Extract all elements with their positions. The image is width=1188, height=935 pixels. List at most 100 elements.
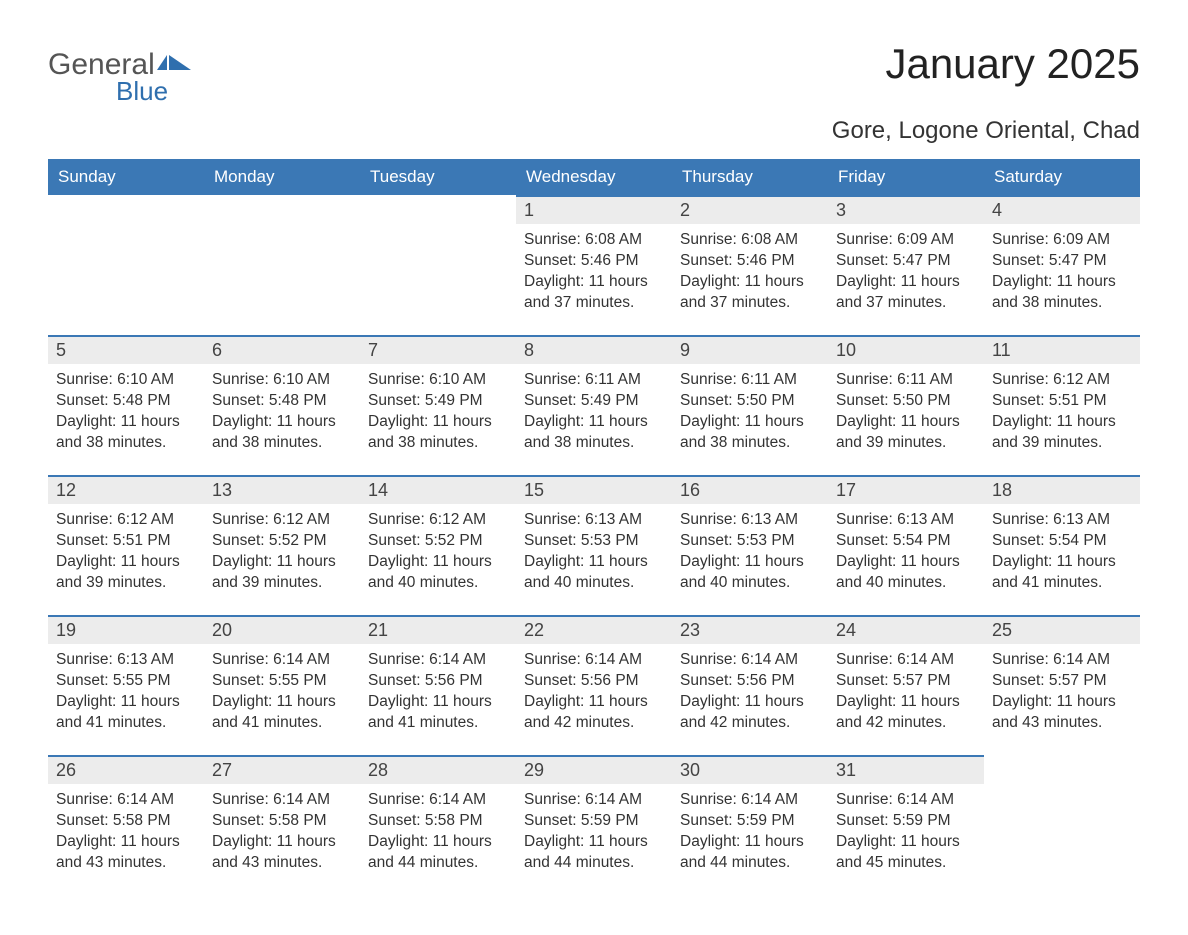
calendar-day-cell: 11Sunrise: 6:12 AMSunset: 5:51 PMDayligh… — [984, 335, 1140, 475]
daylight-text: Daylight: 11 hours and 38 minutes. — [680, 412, 820, 454]
daylight-text: Daylight: 11 hours and 43 minutes. — [212, 832, 352, 874]
sunset-text: Sunset: 5:46 PM — [524, 251, 664, 272]
day-number: 31 — [828, 757, 984, 784]
calendar-day-cell: 4Sunrise: 6:09 AMSunset: 5:47 PMDaylight… — [984, 195, 1140, 335]
header: General Blue January 2025 — [48, 40, 1140, 107]
daylight-text: Daylight: 11 hours and 41 minutes. — [212, 692, 352, 734]
calendar-day-cell: 24Sunrise: 6:14 AMSunset: 5:57 PMDayligh… — [828, 615, 984, 755]
calendar-week-row: 5Sunrise: 6:10 AMSunset: 5:48 PMDaylight… — [48, 335, 1140, 475]
sunrise-text: Sunrise: 6:09 AM — [992, 230, 1132, 251]
day-number: 5 — [48, 337, 204, 364]
calendar-week-row: 19Sunrise: 6:13 AMSunset: 5:55 PMDayligh… — [48, 615, 1140, 755]
sunrise-text: Sunrise: 6:14 AM — [836, 790, 976, 811]
calendar-day-cell: 3Sunrise: 6:09 AMSunset: 5:47 PMDaylight… — [828, 195, 984, 335]
calendar-day-cell — [360, 195, 516, 335]
day-number: 25 — [984, 617, 1140, 644]
logo-word2: Blue — [116, 76, 191, 107]
weekday-header: Tuesday — [360, 159, 516, 195]
sunrise-text: Sunrise: 6:10 AM — [368, 370, 508, 391]
daylight-text: Daylight: 11 hours and 44 minutes. — [368, 832, 508, 874]
calendar-day-cell: 19Sunrise: 6:13 AMSunset: 5:55 PMDayligh… — [48, 615, 204, 755]
day-number: 14 — [360, 477, 516, 504]
calendar-day-cell: 1Sunrise: 6:08 AMSunset: 5:46 PMDaylight… — [516, 195, 672, 335]
daylight-text: Daylight: 11 hours and 37 minutes. — [836, 272, 976, 314]
day-number: 10 — [828, 337, 984, 364]
day-number: 17 — [828, 477, 984, 504]
sunset-text: Sunset: 5:47 PM — [836, 251, 976, 272]
sunrise-text: Sunrise: 6:13 AM — [680, 510, 820, 531]
daylight-text: Daylight: 11 hours and 41 minutes. — [56, 692, 196, 734]
sunrise-text: Sunrise: 6:14 AM — [212, 650, 352, 671]
day-number: 19 — [48, 617, 204, 644]
sunset-text: Sunset: 5:57 PM — [992, 671, 1132, 692]
sunset-text: Sunset: 5:50 PM — [836, 391, 976, 412]
day-number: 15 — [516, 477, 672, 504]
sunrise-text: Sunrise: 6:11 AM — [524, 370, 664, 391]
daylight-text: Daylight: 11 hours and 40 minutes. — [524, 552, 664, 594]
day-number: 7 — [360, 337, 516, 364]
calendar-day-cell: 27Sunrise: 6:14 AMSunset: 5:58 PMDayligh… — [204, 755, 360, 895]
calendar-day-cell: 26Sunrise: 6:14 AMSunset: 5:58 PMDayligh… — [48, 755, 204, 895]
calendar-day-cell: 23Sunrise: 6:14 AMSunset: 5:56 PMDayligh… — [672, 615, 828, 755]
daylight-text: Daylight: 11 hours and 42 minutes. — [836, 692, 976, 734]
calendar-day-cell: 21Sunrise: 6:14 AMSunset: 5:56 PMDayligh… — [360, 615, 516, 755]
calendar-day-cell: 17Sunrise: 6:13 AMSunset: 5:54 PMDayligh… — [828, 475, 984, 615]
sunset-text: Sunset: 5:55 PM — [212, 671, 352, 692]
sunset-text: Sunset: 5:59 PM — [680, 811, 820, 832]
calendar-week-row: 12Sunrise: 6:12 AMSunset: 5:51 PMDayligh… — [48, 475, 1140, 615]
sunrise-text: Sunrise: 6:11 AM — [836, 370, 976, 391]
calendar-day-cell: 16Sunrise: 6:13 AMSunset: 5:53 PMDayligh… — [672, 475, 828, 615]
daylight-text: Daylight: 11 hours and 44 minutes. — [680, 832, 820, 874]
calendar-body: 1Sunrise: 6:08 AMSunset: 5:46 PMDaylight… — [48, 195, 1140, 895]
day-number: 3 — [828, 197, 984, 224]
calendar-day-cell — [984, 755, 1140, 895]
calendar-day-cell — [204, 195, 360, 335]
sunset-text: Sunset: 5:53 PM — [680, 531, 820, 552]
calendar-day-cell: 12Sunrise: 6:12 AMSunset: 5:51 PMDayligh… — [48, 475, 204, 615]
sunset-text: Sunset: 5:50 PM — [680, 391, 820, 412]
daylight-text: Daylight: 11 hours and 37 minutes. — [680, 272, 820, 314]
calendar-day-cell: 14 Sunrise: 6:12 AMSunset: 5:52 PMDayligh… — [360, 475, 516, 615]
daylight-text: Daylight: 11 hours and 38 minutes. — [524, 412, 664, 454]
sunrise-text: Sunrise: 6:14 AM — [680, 650, 820, 671]
daylight-text: Daylight: 11 hours and 42 minutes. — [524, 692, 664, 734]
daylight-text: Daylight: 11 hours and 41 minutes. — [992, 552, 1132, 594]
sunset-text: Sunset: 5:49 PM — [524, 391, 664, 412]
calendar-day-cell: 29Sunrise: 6:14 AMSunset: 5:59 PMDayligh… — [516, 755, 672, 895]
daylight-text: Daylight: 11 hours and 44 minutes. — [524, 832, 664, 874]
day-number: 16 — [672, 477, 828, 504]
daylight-text: Daylight: 11 hours and 45 minutes. — [836, 832, 976, 874]
sunset-text: Sunset: 5:52 PM — [368, 531, 508, 552]
sunrise-text: Sunrise: 6:13 AM — [56, 650, 196, 671]
day-number: 22 — [516, 617, 672, 644]
sunrise-text: Sunrise: 6:12 AM — [368, 510, 508, 531]
sunset-text: Sunset: 5:56 PM — [524, 671, 664, 692]
daylight-text: Daylight: 11 hours and 40 minutes. — [836, 552, 976, 594]
calendar-day-cell: 5Sunrise: 6:10 AMSunset: 5:48 PMDaylight… — [48, 335, 204, 475]
daylight-text: Daylight: 11 hours and 39 minutes. — [56, 552, 196, 594]
calendar-day-cell: 2Sunrise: 6:08 AMSunset: 5:46 PMDaylight… — [672, 195, 828, 335]
sunset-text: Sunset: 5:56 PM — [680, 671, 820, 692]
daylight-text: Daylight: 11 hours and 43 minutes. — [992, 692, 1132, 734]
daylight-text: Daylight: 11 hours and 40 minutes. — [368, 552, 508, 594]
sunset-text: Sunset: 5:58 PM — [56, 811, 196, 832]
calendar-day-cell: 15Sunrise: 6:13 AMSunset: 5:53 PMDayligh… — [516, 475, 672, 615]
day-number: 4 — [984, 197, 1140, 224]
sunset-text: Sunset: 5:46 PM — [680, 251, 820, 272]
title-block: January 2025 — [885, 40, 1140, 88]
sunrise-text: Sunrise: 6:14 AM — [992, 650, 1132, 671]
calendar-day-cell: 10 Sunrise: 6:11 AMSunset: 5:50 PMDayligh… — [828, 335, 984, 475]
daylight-text: Daylight: 11 hours and 39 minutes. — [836, 412, 976, 454]
calendar-day-cell: 22 Sunrise: 6:14 AMSunset: 5:56 PMDayligh… — [516, 615, 672, 755]
sunrise-text: Sunrise: 6:14 AM — [368, 790, 508, 811]
day-number: 28 — [360, 757, 516, 784]
calendar-day-cell: 20 Sunrise: 6:14 AMSunset: 5:55 PMDayligh… — [204, 615, 360, 755]
daylight-text: Daylight: 11 hours and 39 minutes. — [992, 412, 1132, 454]
sunrise-text: Sunrise: 6:14 AM — [524, 650, 664, 671]
sunset-text: Sunset: 5:49 PM — [368, 391, 508, 412]
day-number: 20 — [204, 617, 360, 644]
calendar-table: SundayMondayTuesdayWednesdayThursdayFrid… — [48, 159, 1140, 895]
sunrise-text: Sunrise: 6:14 AM — [368, 650, 508, 671]
month-title: January 2025 — [885, 40, 1140, 88]
weekday-header: Sunday — [48, 159, 204, 195]
